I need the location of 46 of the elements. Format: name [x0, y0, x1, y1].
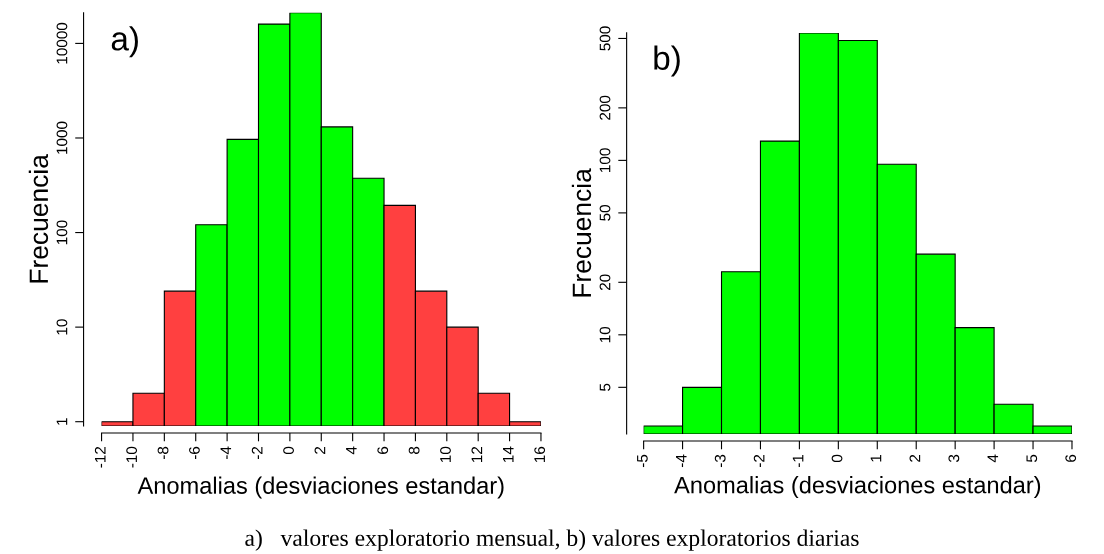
x-tick-label: 4 — [346, 446, 357, 455]
y-tick-label: 5 — [599, 383, 611, 391]
y-tick-label: 500 — [599, 26, 611, 51]
y-tick-label: 1 — [56, 418, 68, 425]
x-axis-title: Anomalias (desviaciones estandar) — [674, 476, 1041, 499]
x-tick-label: 5 — [1026, 454, 1038, 463]
x-tick-label: -2 — [753, 454, 765, 468]
text: a) valores exploratorio mensual, b) valores exploratorios diarias — [245, 529, 859, 551]
y-tick-label: 100 — [599, 148, 611, 172]
x-tick-label: 4 — [987, 454, 999, 463]
x-tick-label: -10 — [126, 446, 138, 468]
x-tick-label: 12 — [471, 446, 483, 462]
x-tick-label: 0 — [831, 454, 843, 463]
y-axis-title: Frecuencia — [571, 168, 592, 297]
y-tick-label: 10 — [56, 319, 68, 335]
y-tick-label: 50 — [599, 204, 611, 221]
y-tick-label: 1000 — [56, 121, 68, 154]
x-tick-label: 2 — [314, 446, 326, 454]
x-axis-title: Anomalias (desviaciones estandar) — [137, 476, 504, 499]
x-tick-label: -4 — [220, 446, 232, 460]
y-tick-label: 10000 — [56, 22, 68, 64]
x-tick-label: 8 — [408, 446, 420, 454]
x-tick-label: 1 — [870, 454, 882, 462]
y-tick-label: 10 — [599, 326, 611, 343]
x-tick-label: 6 — [377, 446, 389, 454]
x-tick-label: -8 — [157, 446, 169, 460]
x-tick-label: 3 — [948, 454, 960, 463]
x-tick-label: -2 — [251, 446, 263, 460]
y-tick-label: 20 — [599, 274, 611, 291]
x-tick-label: -6 — [189, 446, 200, 460]
x-tick-label: 14 — [503, 446, 514, 462]
annotation: a) — [111, 26, 138, 58]
x-tick-label: -3 — [714, 454, 726, 468]
x-tick-label: -1 — [792, 454, 804, 468]
x-tick-label: 2 — [909, 454, 921, 462]
y-tick-label: 200 — [599, 95, 611, 120]
annotation: b) — [654, 45, 680, 77]
y-axis-title: Frecuencia — [28, 154, 49, 283]
y-tick-label: 100 — [56, 220, 68, 245]
x-tick-label: 10 — [440, 446, 451, 462]
x-tick-label: -5 — [637, 454, 648, 468]
x-tick-label: -4 — [676, 454, 687, 468]
x-tick-label: 0 — [283, 446, 294, 455]
x-tick-label: -12 — [94, 446, 106, 468]
x-tick-label: 16 — [534, 446, 546, 462]
x-tick-label: 6 — [1065, 454, 1077, 462]
